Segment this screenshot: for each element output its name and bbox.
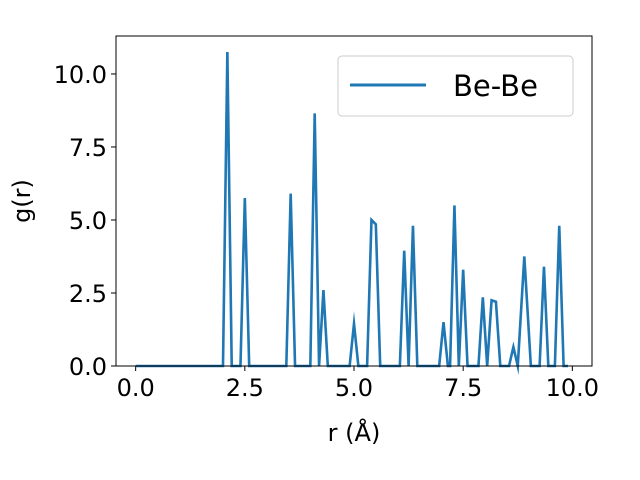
legend-label: Be-Be xyxy=(453,69,538,103)
y-tick-label: 0.0 xyxy=(69,353,107,381)
legend: Be-Be xyxy=(337,55,574,117)
y-tick-label: 10.0 xyxy=(54,61,107,89)
legend-frame xyxy=(337,55,574,117)
x-tick-label: 5.0 xyxy=(335,374,373,402)
ticks: 0.0 2.5 5.0 7.5 10.0 0.0 2.5 5.0 7.5 10.0 xyxy=(54,61,600,402)
x-axis-label: r (Å) xyxy=(328,418,381,447)
y-tick-label: 2.5 xyxy=(69,280,107,308)
x-tick-label: 2.5 xyxy=(226,374,264,402)
plot-frame xyxy=(115,35,593,367)
y-tick-label: 5.0 xyxy=(69,207,107,235)
x-tick-label: 0.0 xyxy=(117,374,155,402)
x-tick-label: 10.0 xyxy=(546,374,599,402)
x-tick-label: 7.5 xyxy=(444,374,482,402)
y-tick-label: 7.5 xyxy=(69,134,107,162)
y-axis-label: g(r) xyxy=(8,179,36,223)
